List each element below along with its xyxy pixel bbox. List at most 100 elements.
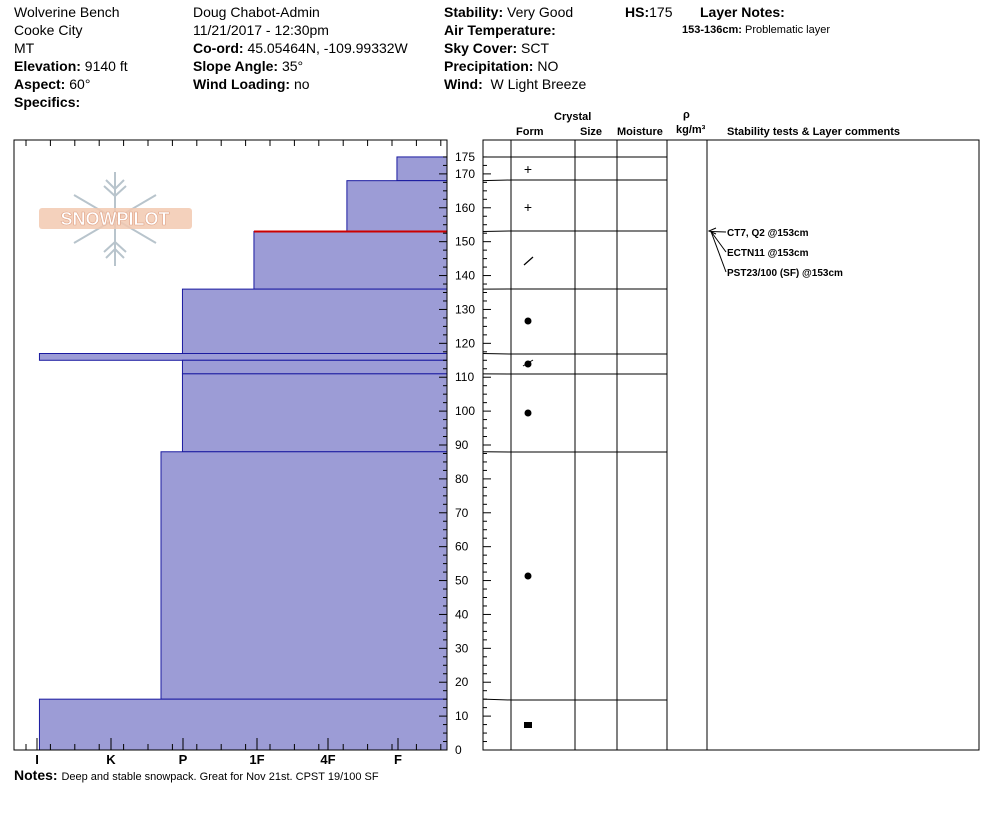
hs-label: HS: xyxy=(625,4,650,20)
stability-test-arrow xyxy=(710,231,727,273)
layer-bar xyxy=(253,231,448,290)
depth-tick-label: 170 xyxy=(455,167,475,181)
wind-loading-label: Wind Loading: xyxy=(193,76,291,92)
location-name: Wolverine Bench xyxy=(14,4,120,20)
depth-tick-label: 70 xyxy=(455,506,469,520)
stability-test-arrow xyxy=(710,231,727,253)
stability-test-label: ECTN11 @153cm xyxy=(727,248,809,259)
depth-tick-label: 175 xyxy=(455,150,475,164)
observer-name: Doug Chabot-Admin xyxy=(193,4,320,20)
layer-table-frame xyxy=(482,139,980,751)
snowpilot-logo: SNOWPILOT xyxy=(39,172,192,266)
rho-header: ρ xyxy=(683,109,690,121)
wind-label: Wind: xyxy=(444,76,483,92)
form-header: Form xyxy=(516,126,544,138)
wind-loading-value: no xyxy=(293,76,310,92)
notes-row: Notes: Deep and stable snowpack. Great f… xyxy=(14,767,379,784)
stability-test-label: PST23/100 (SF) @153cm xyxy=(727,268,843,279)
depth-tick-label: 120 xyxy=(455,336,475,350)
depth-tick-label: 0 xyxy=(455,743,462,757)
sky-row: Sky Cover: SCT xyxy=(444,40,549,56)
mixed-form-slash xyxy=(522,359,534,367)
stability-row: Stability: Very Good xyxy=(444,4,573,20)
elevation-value: 9140 ft xyxy=(84,58,128,74)
hardness-tick-label: F xyxy=(394,752,402,767)
depth-tick-label: 80 xyxy=(455,472,469,486)
layer-bar xyxy=(181,359,448,375)
specifics-label: Specifics: xyxy=(14,94,81,110)
layer-note-range: 153-136cm: xyxy=(682,24,742,36)
melt-freeze-symbol xyxy=(524,722,532,728)
depth-tick-label: 160 xyxy=(455,201,475,215)
faceted-symbol xyxy=(523,256,534,266)
layer-bar xyxy=(181,373,448,453)
boundary-connector xyxy=(482,230,512,232)
size-header: Size xyxy=(580,126,603,138)
depth-tick-label: 40 xyxy=(455,607,469,621)
depth-tick-label: 110 xyxy=(455,370,474,384)
coord-value: 45.05464N, -109.99332W xyxy=(247,40,408,56)
rounded-grain-symbol xyxy=(524,572,532,580)
precip-label: Precipitation: xyxy=(444,58,534,74)
boundary-connector xyxy=(482,179,512,182)
layer-bar xyxy=(396,156,448,182)
elevation-row: Elevation: 9140 ft xyxy=(14,58,128,74)
hardness-tick-label: P xyxy=(179,752,188,767)
moisture-header: Moisture xyxy=(617,126,663,138)
logo-text: SNOWPILOT xyxy=(61,209,170,229)
precip-value: NO xyxy=(537,58,559,74)
depth-tick-label: 20 xyxy=(455,675,469,689)
rounded-grain-symbol xyxy=(524,317,532,325)
depth-tick-label: 60 xyxy=(455,540,469,554)
coord-row: Co-ord: 45.05464N, -109.99332W xyxy=(193,40,408,56)
state: MT xyxy=(14,40,35,56)
stability-value: Very Good xyxy=(507,4,574,20)
stability-test-arrow xyxy=(710,231,727,233)
slope-row: Slope Angle: 35° xyxy=(193,58,303,74)
layer-notes-label: Layer Notes: xyxy=(700,4,785,20)
hardness-tick-label: I xyxy=(35,752,39,767)
air-temperature-label: Air Temperature: xyxy=(444,22,556,38)
layer-bar xyxy=(181,288,448,354)
wind-loading-row: Wind Loading: no xyxy=(193,76,310,92)
logo-banner xyxy=(39,208,192,229)
depth-tick-label: 140 xyxy=(455,269,475,283)
precip-row: Precipitation: NO xyxy=(444,58,558,74)
wind-value: W Light Breeze xyxy=(490,76,587,92)
depth-tick-label: 50 xyxy=(455,574,469,588)
aspect-row: Aspect: 60° xyxy=(14,76,90,92)
depth-tick-label: 30 xyxy=(455,641,469,655)
stability-tests-header: Stability tests & Layer comments xyxy=(727,126,901,138)
new-snow-symbol: + xyxy=(524,199,532,215)
hs-value: 175 xyxy=(649,4,673,20)
boundary-connector xyxy=(482,698,512,701)
stability-label: Stability: xyxy=(444,4,504,20)
layer-bar xyxy=(38,353,448,361)
layer-note: 153-136cm: Problematic layer xyxy=(682,24,830,37)
coord-label: Co-ord: xyxy=(193,40,244,56)
sky-label: Sky Cover: xyxy=(444,40,518,56)
hs-row: HS:175 xyxy=(625,4,672,20)
crystal-header: Crystal xyxy=(554,111,592,123)
depth-tick-label: 10 xyxy=(455,709,469,723)
layer-bar xyxy=(38,698,448,751)
notes-label: Notes: xyxy=(14,767,58,783)
depth-tick-label: 90 xyxy=(455,438,469,452)
slope-label: Slope Angle: xyxy=(193,58,279,74)
stability-test-label: CT7, Q2 @153cm xyxy=(727,228,809,239)
elevation-label: Elevation: xyxy=(14,58,81,74)
observation-datetime: 11/21/2017 - 12:30pm xyxy=(193,22,329,38)
layer-bar xyxy=(160,451,448,700)
rounded-grain-symbol xyxy=(524,409,532,417)
wind-row: Wind: W Light Breeze xyxy=(444,76,586,92)
notes-text: Deep and stable snowpack. Great for Nov … xyxy=(61,771,379,783)
boundary-connector xyxy=(482,353,512,355)
city: Cooke City xyxy=(14,22,83,38)
arrow-head-icon xyxy=(707,227,717,235)
hardness-tick-label: K xyxy=(106,752,116,767)
aspect-label: Aspect: xyxy=(14,76,66,92)
hardness-tick-label: 4F xyxy=(320,752,335,767)
depth-tick-label: 130 xyxy=(455,302,475,316)
slope-value: 35° xyxy=(281,58,304,74)
